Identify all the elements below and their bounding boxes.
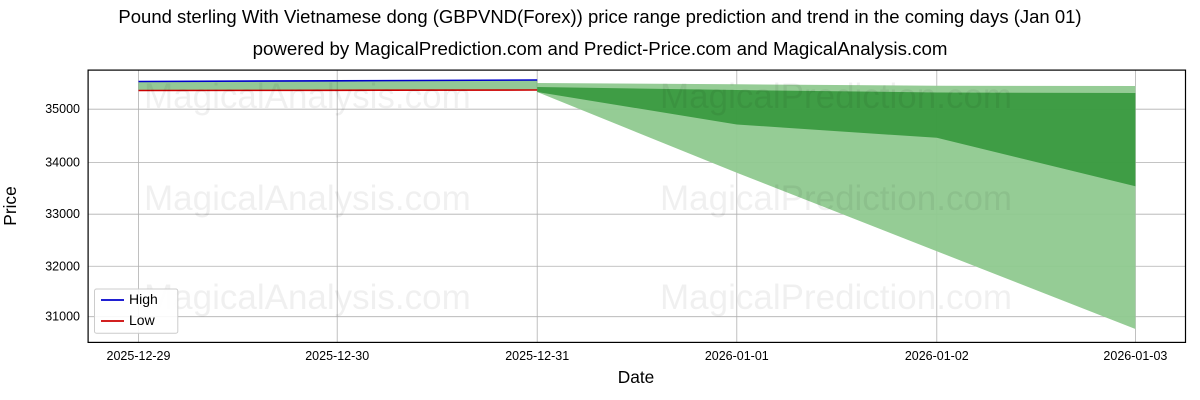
svg-text:2026-01-02: 2026-01-02 [905,349,969,363]
svg-text:35000: 35000 [45,102,80,116]
svg-text:MagicalPrediction.com: MagicalPrediction.com [660,179,1012,218]
svg-text:34000: 34000 [45,156,80,170]
svg-text:Price: Price [0,186,20,225]
svg-text:MagicalAnalysis.com: MagicalAnalysis.com [144,179,471,218]
svg-text:33000: 33000 [45,207,80,221]
svg-text:2025-12-30: 2025-12-30 [305,349,369,363]
svg-text:31000: 31000 [45,310,80,324]
svg-text:MagicalAnalysis.com: MagicalAnalysis.com [144,278,471,317]
svg-text:Low: Low [129,312,156,328]
svg-text:High: High [129,291,158,307]
svg-text:MagicalPrediction.com: MagicalPrediction.com [660,77,1012,116]
svg-text:MagicalAnalysis.com: MagicalAnalysis.com [144,77,471,116]
svg-text:MagicalPrediction.com: MagicalPrediction.com [660,278,1012,317]
svg-text:Date: Date [618,367,655,387]
svg-text:2025-12-29: 2025-12-29 [107,349,171,363]
svg-text:2026-01-01: 2026-01-01 [705,349,769,363]
svg-text:2025-12-31: 2025-12-31 [505,349,569,363]
svg-text:2026-01-03: 2026-01-03 [1103,349,1167,363]
svg-text:32000: 32000 [45,259,80,273]
